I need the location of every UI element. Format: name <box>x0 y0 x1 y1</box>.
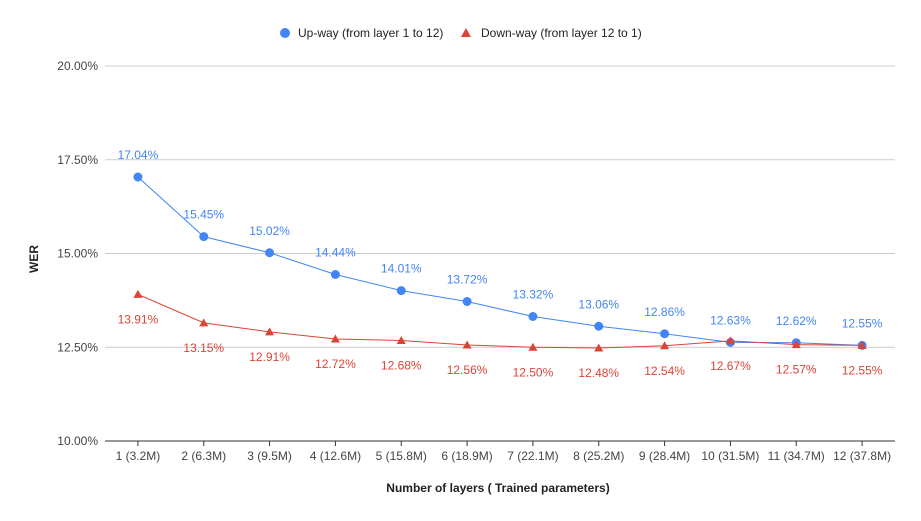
data-label-down-way: 12.56% <box>447 363 488 377</box>
legend-marker-up-way <box>280 28 290 38</box>
y-tick-label: 17.50% <box>57 153 98 167</box>
data-point-up-way[interactable] <box>660 329 670 339</box>
data-point-up-way[interactable] <box>265 248 275 258</box>
data-label-down-way: 12.57% <box>776 363 817 377</box>
data-label-down-way: 12.54% <box>644 364 685 378</box>
x-tick-label: 10 (31.5M) <box>701 449 759 463</box>
data-label-up-way: 12.63% <box>710 313 751 327</box>
data-point-up-way[interactable] <box>133 172 143 182</box>
x-tick-label: 8 (25.2M) <box>573 449 624 463</box>
data-point-up-way[interactable] <box>462 297 472 306</box>
y-tick-label: 10.00% <box>57 434 98 448</box>
legend: Up-way (from layer 1 to 12) Down-way (fr… <box>280 26 642 40</box>
data-label-down-way: 12.55% <box>842 363 883 377</box>
data-point-down-way[interactable] <box>660 341 670 350</box>
data-point-down-way[interactable] <box>330 334 340 343</box>
data-label-up-way: 17.04% <box>118 148 159 162</box>
x-tick-label: 6 (18.9M) <box>441 449 492 463</box>
data-point-down-way[interactable] <box>791 340 801 349</box>
series-line-down-way <box>137 293 863 349</box>
x-axis-ticks: 1 (3.2M) 2 (6.3M) 3 (9.5M) 4 (12.6M) 5 (15.8… <box>116 441 891 463</box>
data-label-up-way: 15.02% <box>249 224 290 238</box>
x-tick-label: 9 (28.4M) <box>639 449 690 463</box>
data-point-down-way[interactable] <box>528 342 538 351</box>
data-point-up-way[interactable] <box>594 321 604 331</box>
data-point-down-way[interactable] <box>857 340 867 349</box>
data-label-up-way: 13.72% <box>447 273 488 287</box>
data-point-down-way[interactable] <box>199 318 209 327</box>
data-point-up-way[interactable] <box>199 232 209 242</box>
data-label-up-way: 13.06% <box>578 297 619 311</box>
data-point-up-way[interactable] <box>528 312 538 321</box>
x-tick-label: 3 (9.5M) <box>247 449 292 463</box>
x-tick-label: 12 (37.8M) <box>833 449 891 463</box>
data-point-down-way[interactable] <box>725 336 735 345</box>
data-label-up-way: 15.45% <box>183 208 224 222</box>
data-label-up-way: 14.01% <box>381 262 422 276</box>
data-point-down-way[interactable] <box>594 343 604 352</box>
x-tick-label: 4 (12.6M) <box>310 449 361 463</box>
x-tick-label: 2 (6.3M) <box>181 449 226 463</box>
legend-item-up-way[interactable]: Up-way (from layer 1 to 12) <box>280 26 443 40</box>
data-point-down-way[interactable] <box>462 340 472 349</box>
y-axis-ticks: 10.00% 12.50% 15.00% 17.50% 20.00% <box>57 59 98 448</box>
data-label-down-way: 12.72% <box>315 357 356 371</box>
x-tick-label: 5 (15.8M) <box>376 449 427 463</box>
x-axis-title: Number of layers ( Trained parameters) <box>386 481 609 495</box>
y-tick-label: 12.50% <box>57 340 98 354</box>
data-label-up-way: 12.55% <box>842 316 883 330</box>
legend-label-down-way: Down-way (from layer 12 to 1) <box>481 26 642 40</box>
x-tick-label: 7 (22.1M) <box>507 449 558 463</box>
series-line-up-way <box>137 176 863 346</box>
data-labels: 17.04% 15.45% 15.02% 14.44% 14.01% 13.72% 13.3… <box>118 148 883 380</box>
data-label-up-way: 12.62% <box>776 314 817 328</box>
data-point-down-way[interactable] <box>265 327 275 336</box>
data-point-up-way[interactable] <box>396 286 406 296</box>
y-tick-label: 15.00% <box>57 247 98 261</box>
data-point-down-way[interactable] <box>133 289 143 298</box>
data-label-down-way: 12.48% <box>578 366 619 380</box>
data-label-down-way: 12.68% <box>381 359 422 373</box>
data-label-down-way: 13.15% <box>183 341 224 355</box>
y-axis-title: WER <box>27 245 41 273</box>
data-label-up-way: 13.32% <box>513 288 554 302</box>
data-label-down-way: 12.67% <box>710 359 751 373</box>
x-tick-label: 11 (34.7M) <box>768 449 825 463</box>
data-label-up-way: 12.86% <box>644 305 685 319</box>
y-tick-label: 20.00% <box>57 59 98 73</box>
data-label-down-way: 12.50% <box>513 365 554 379</box>
data-label-up-way: 14.44% <box>315 246 356 260</box>
legend-marker-down-way <box>461 28 471 37</box>
data-point-down-way[interactable] <box>396 336 406 344</box>
x-tick-label: 1 (3.2M) <box>116 449 161 463</box>
data-label-down-way: 13.91% <box>118 312 159 326</box>
legend-label-up-way: Up-way (from layer 1 to 12) <box>298 26 443 40</box>
data-label-down-way: 12.91% <box>249 350 290 364</box>
gridlines <box>105 65 895 442</box>
data-point-up-way[interactable] <box>330 270 340 279</box>
legend-item-down-way[interactable]: Down-way (from layer 12 to 1) <box>461 26 642 40</box>
series-lines <box>133 172 867 352</box>
